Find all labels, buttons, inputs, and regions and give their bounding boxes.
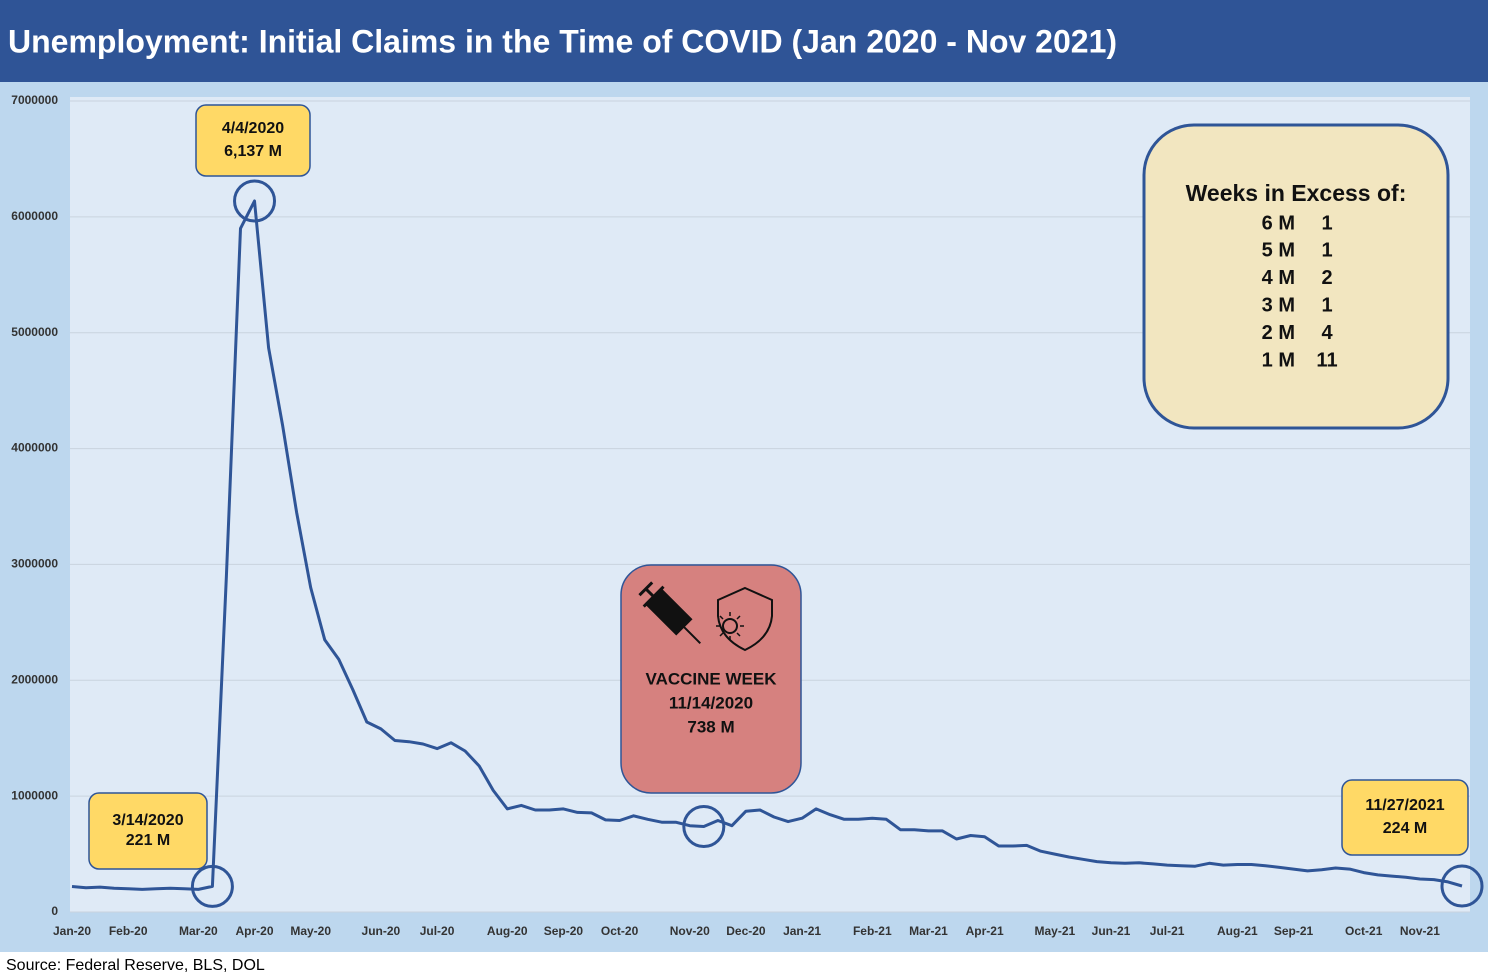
- annotation-text: 11/27/2021: [1365, 797, 1444, 814]
- claims-line: [71, 199, 1463, 891]
- x-tick-label: Oct-20: [601, 924, 639, 938]
- x-tick-label: Jun-20: [362, 924, 401, 938]
- excess-label: 1 M: [1262, 349, 1295, 371]
- excess-weeks: 1: [1321, 294, 1332, 316]
- x-tick-label: Nov-20: [670, 924, 710, 938]
- excess-label: 3 M: [1262, 294, 1295, 316]
- x-tick-label: Mar-20: [179, 924, 218, 938]
- x-tick-label: Oct-21: [1345, 924, 1383, 938]
- excess-label: 5 M: [1262, 240, 1295, 262]
- highlight-circle: [233, 179, 277, 223]
- x-tick-label: Aug-20: [487, 924, 528, 938]
- excess-label: 2 M: [1262, 322, 1295, 344]
- x-tick-label: Apr-21: [966, 924, 1004, 938]
- x-tick-label: Jan-20: [53, 924, 91, 938]
- highlight-circle: [1440, 864, 1484, 908]
- x-tick-label: Jan-21: [783, 924, 821, 938]
- y-tick-label: 1000000: [11, 788, 58, 802]
- x-tick-label: Mar-21: [909, 924, 948, 938]
- annotation-text: 738 M: [687, 717, 734, 736]
- y-tick-label: 4000000: [11, 441, 58, 455]
- excess-weeks: 4: [1321, 322, 1333, 344]
- x-tick-label: Feb-20: [109, 924, 148, 938]
- excess-weeks: 11: [1316, 349, 1337, 371]
- x-tick-label: May-20: [290, 924, 331, 938]
- excess-box: [1142, 123, 1450, 430]
- x-tick-label: Feb-21: [853, 924, 892, 938]
- x-tick-label: May-21: [1034, 924, 1075, 938]
- chart-title: Unemployment: Initial Claims in the Time…: [8, 23, 1117, 59]
- y-tick-label: 3000000: [11, 557, 58, 571]
- x-tick-label: Jul-20: [420, 924, 455, 938]
- annotation-text: 224 M: [1383, 820, 1427, 837]
- header-band: [0, 0, 1488, 82]
- annotation-text: 6,137 M: [224, 143, 282, 160]
- annotation-box: [195, 104, 311, 177]
- vaccine-icons: [638, 581, 773, 652]
- line-layer: [71, 199, 1463, 891]
- annotation-text: VACCINE WEEK: [646, 669, 778, 688]
- y-tick-label: 6000000: [11, 209, 58, 223]
- x-tick-label: Aug-21: [1217, 924, 1258, 938]
- y-tick-label: 2000000: [11, 672, 58, 686]
- y-tick-label: 5000000: [11, 325, 58, 339]
- x-tick-label: Apr-20: [236, 924, 274, 938]
- x-tick-label: Sep-21: [1274, 924, 1314, 938]
- x-tick-label: Dec-20: [726, 924, 766, 938]
- excess-weeks: 1: [1321, 212, 1332, 234]
- annotation-text: 221 M: [126, 832, 170, 849]
- excess-weeks: 2: [1321, 267, 1332, 289]
- x-tick-label: Nov-21: [1400, 924, 1440, 938]
- annotation-box: [1341, 779, 1469, 856]
- excess-weeks: 1: [1321, 240, 1332, 262]
- annotation-text: 11/14/2020: [669, 693, 753, 712]
- excess-title: Weeks in Excess of:: [1186, 180, 1407, 206]
- highlight-circle: [682, 804, 726, 848]
- y-tick-label: 0: [51, 904, 58, 918]
- annotation-text: 4/4/2020: [222, 120, 284, 137]
- annotation-text: 3/14/2020: [112, 812, 183, 829]
- x-tick-label: Sep-20: [544, 924, 584, 938]
- y-tick-label: 7000000: [11, 93, 58, 107]
- annotation-box: [88, 792, 208, 870]
- x-tick-label: Jun-21: [1092, 924, 1131, 938]
- excess-label: 6 M: [1262, 212, 1295, 234]
- excess-label: 4 M: [1262, 267, 1295, 289]
- annotation-layer: 4/4/2020 6,137 M 3/14/2020 221 M VACCINE WEE…: [88, 104, 1484, 908]
- x-tick-label: Jul-21: [1150, 924, 1185, 938]
- highlight-circle: [190, 864, 234, 908]
- source-note: Source: Federal Reserve, BLS, DOL: [6, 957, 265, 974]
